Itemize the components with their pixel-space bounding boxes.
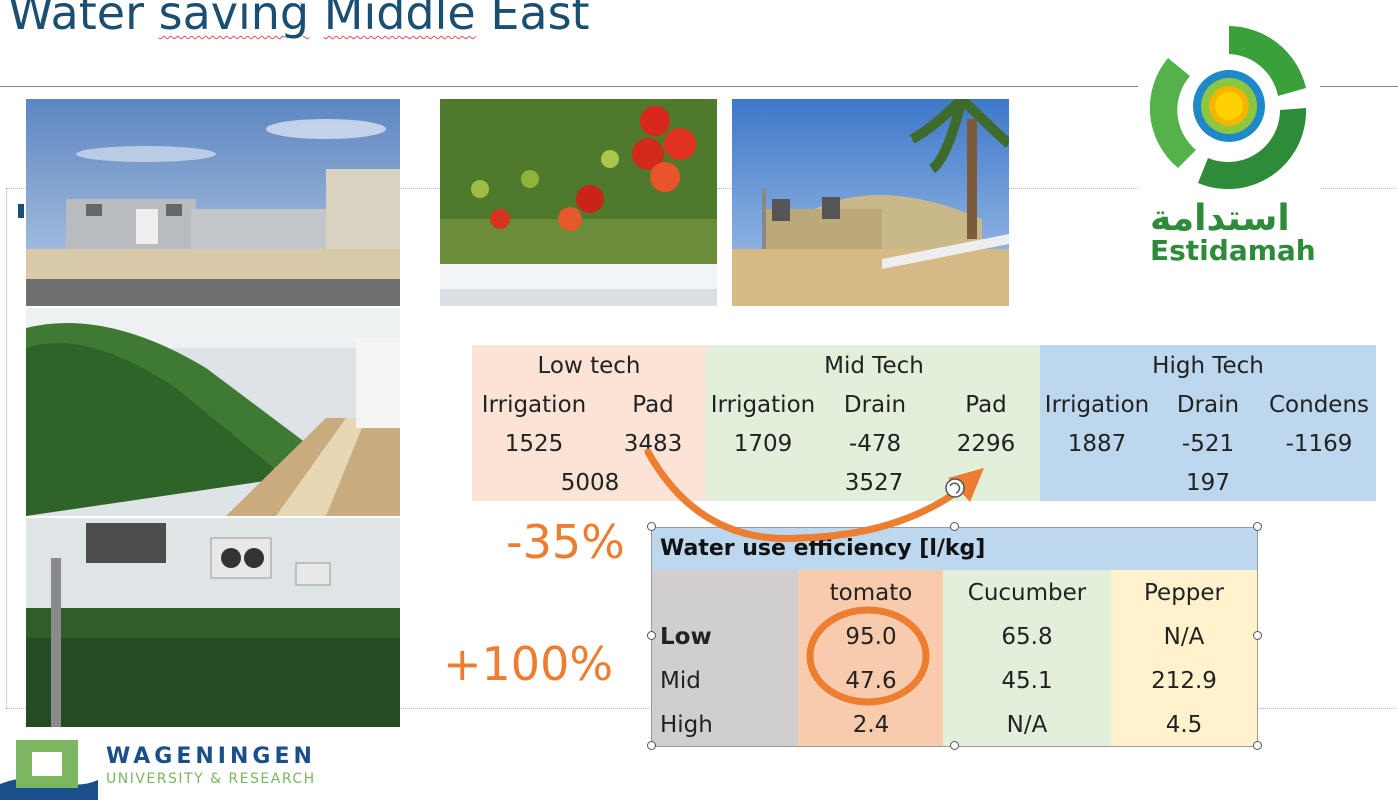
row-label-high: High — [660, 712, 713, 738]
value-cell: 1887 — [1067, 431, 1127, 457]
resize-handle-bottom-left[interactable] — [647, 741, 656, 750]
group-header-mid: Mid Tech — [824, 353, 924, 379]
photo-tomatoes — [440, 99, 717, 306]
value-cell: 2296 — [956, 431, 1016, 457]
value-cell: 45.1 — [1001, 668, 1053, 694]
photo-greenhouse-coolers — [26, 518, 400, 727]
group-header-low: Low tech — [537, 353, 641, 379]
wageningen-logo-mark — [0, 740, 98, 800]
photo-greenhouse-exterior — [26, 99, 400, 306]
subheader: Irrigation — [481, 392, 587, 418]
resize-handle-top-right[interactable] — [1253, 522, 1262, 531]
crop-header-cucumber: Cucumber — [967, 580, 1087, 606]
high-tech-band — [1040, 345, 1376, 501]
value-cell: N/A — [1006, 712, 1048, 738]
estidamah-logo — [1138, 18, 1320, 278]
total-mid: 3527 — [844, 470, 904, 496]
photo-greenhouse-interior — [26, 308, 400, 516]
bullet-marker — [18, 204, 24, 218]
wageningen-subtitle: UNIVERSITY & RESEARCH — [106, 771, 316, 787]
title-divider — [0, 86, 1398, 87]
subheader: Pad — [632, 392, 674, 418]
value-cell: -521 — [1181, 431, 1235, 457]
estidamah-arabic: استدامة — [1150, 198, 1290, 239]
resize-handle-top-left[interactable] — [647, 522, 656, 531]
resize-handle-bottom-middle[interactable] — [950, 741, 959, 750]
cucumber-column — [943, 570, 1111, 746]
row-label-mid: Mid — [660, 668, 701, 694]
value-cell: 47.6 — [845, 668, 897, 694]
resize-handle-top-middle[interactable] — [950, 522, 959, 531]
row-label-low: Low — [660, 624, 712, 650]
value-cell: 1525 — [504, 431, 564, 457]
resize-handle-bottom-right[interactable] — [1253, 741, 1262, 750]
estidamah-wordmark: Estidamah — [1150, 234, 1316, 267]
group-header-high: High Tech — [1152, 353, 1264, 379]
value-cell: -478 — [848, 431, 902, 457]
water-use-efficiency-table[interactable]: Water use efficiency [l/kg] tomato Cucum… — [651, 527, 1258, 747]
resize-handle-right-middle[interactable] — [1253, 631, 1262, 640]
value-cell: 4.5 — [1165, 712, 1203, 738]
increase-label: +100% — [443, 637, 614, 691]
row-label-column — [652, 570, 798, 746]
subheader: Drain — [1176, 392, 1240, 418]
efficiency-table-header: Water use efficiency [l/kg] — [652, 528, 1257, 570]
photo-desert-greenhouse — [732, 99, 1009, 306]
pepper-column — [1111, 570, 1257, 746]
value-cell: 212.9 — [1151, 668, 1217, 694]
crop-header-tomato: tomato — [829, 580, 913, 606]
efficiency-table-title: Water use efficiency [l/kg] — [660, 536, 986, 561]
reduction-label: -35% — [506, 515, 625, 569]
resize-handle-left-middle[interactable] — [647, 631, 656, 640]
subheader: Drain — [843, 392, 907, 418]
value-cell: N/A — [1163, 624, 1205, 650]
crop-header-pepper: Pepper — [1143, 580, 1225, 606]
value-cell: 65.8 — [1001, 624, 1053, 650]
value-cell: -1169 — [1285, 431, 1353, 457]
water-balance-table: Low tech Mid Tech High Tech Irrigation P… — [472, 345, 1376, 501]
value-cell: 2.4 — [852, 712, 890, 738]
value-cell: 3483 — [623, 431, 683, 457]
total-high: 197 — [1186, 470, 1230, 496]
slide-title: Water saving Middle East — [8, 0, 590, 40]
subheader: Irrigation — [710, 392, 816, 418]
value-cell: 1709 — [733, 431, 793, 457]
wageningen-name: WAGENINGEN — [106, 744, 316, 769]
total-low: 5008 — [560, 470, 620, 496]
placeholder-outline-left — [6, 188, 7, 708]
subheader: Irrigation — [1044, 392, 1150, 418]
subheader: Condens — [1268, 392, 1370, 418]
value-cell: 95.0 — [845, 624, 897, 650]
subheader: Pad — [965, 392, 1007, 418]
